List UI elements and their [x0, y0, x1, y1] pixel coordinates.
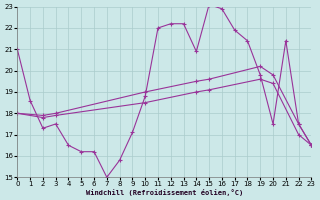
X-axis label: Windchill (Refroidissement éolien,°C): Windchill (Refroidissement éolien,°C): [86, 189, 243, 196]
